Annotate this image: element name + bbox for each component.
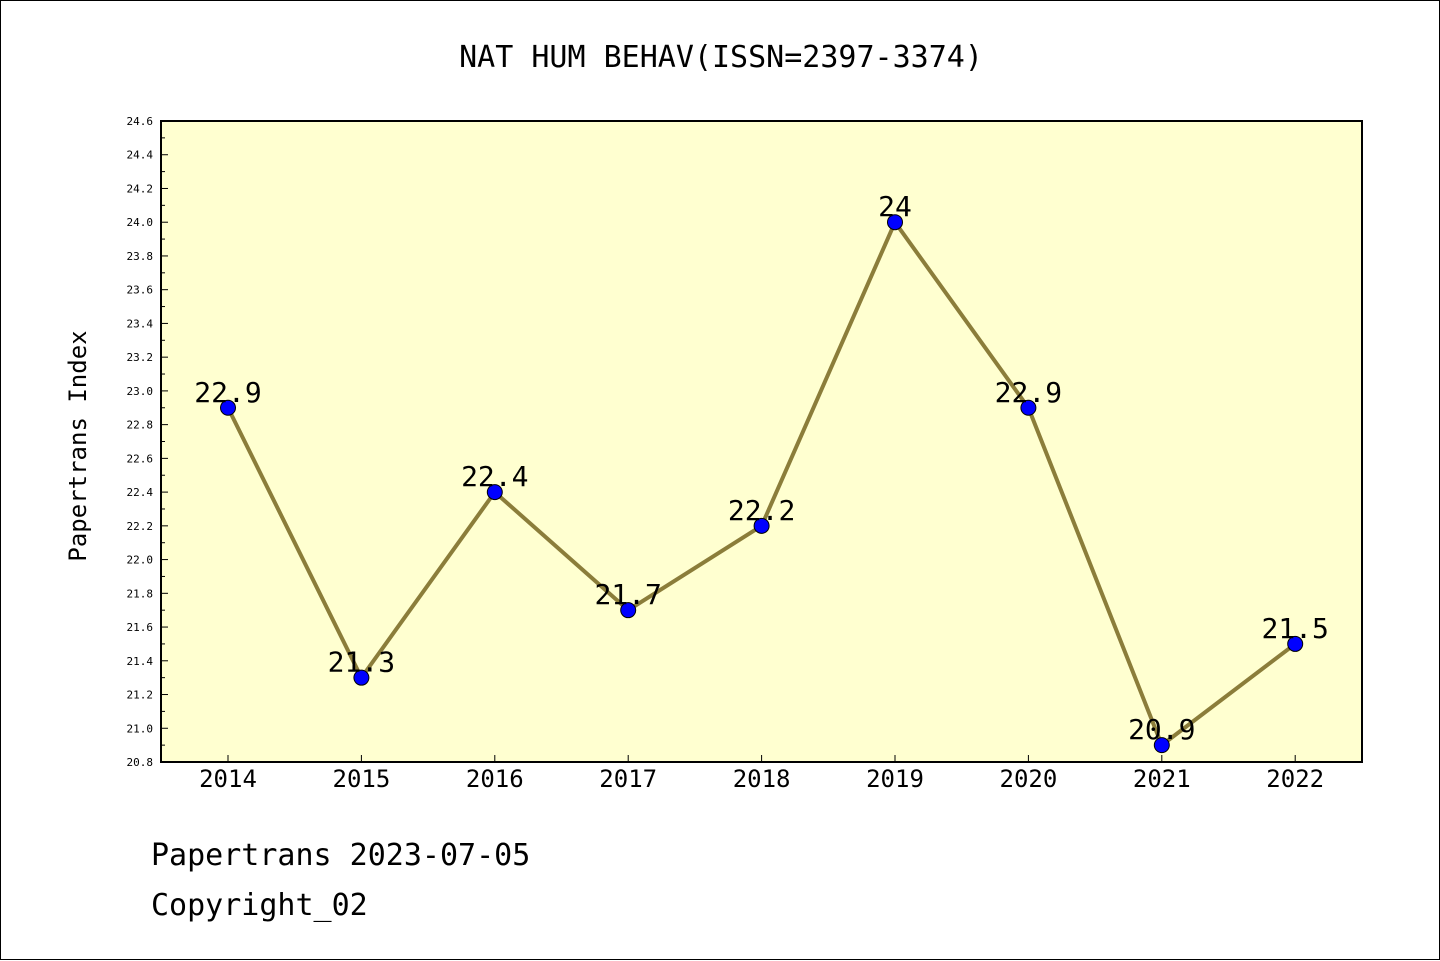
- x-tick-label: 2016: [466, 765, 524, 793]
- data-label-2017: 21.7: [594, 578, 661, 611]
- y-tick-label: 23.0: [127, 385, 154, 398]
- data-point-2020: [1020, 399, 1037, 416]
- x-axis: 2014 2015 2016 2017 2018 2019 2020 2021 2022: [199, 755, 1324, 793]
- data-label-2019: 24: [878, 190, 912, 223]
- y-axis-label: Papertrans Index: [64, 330, 92, 561]
- footer-copyright: Copyright_02: [151, 888, 368, 923]
- plot-border: [160, 120, 1363, 763]
- plot-area: [161, 121, 1362, 762]
- data-label-2016: 22.4: [461, 460, 528, 493]
- y-tick-label: 21.6: [127, 621, 154, 634]
- y-tick-label: 21.0: [127, 722, 154, 735]
- y-tick-label: 24.4: [127, 149, 154, 162]
- footer-date: Papertrans 2023-07-05: [151, 838, 530, 873]
- data-label-2020: 22.9: [995, 376, 1062, 409]
- y-tick-label: 23.6: [127, 284, 154, 297]
- y-tick-label: 24.2: [127, 182, 154, 195]
- data-point-2022: [1287, 635, 1304, 652]
- y-tick-label: 22.6: [127, 452, 154, 465]
- x-tick-label: 2022: [1266, 765, 1324, 793]
- data-label-2018: 22.2: [728, 494, 795, 527]
- data-point-2021: [1153, 737, 1170, 754]
- x-tick-label: 2017: [599, 765, 657, 793]
- x-tick-label: 2014: [199, 765, 257, 793]
- data-point-2019: [887, 214, 903, 231]
- data-label-2021: 20.9: [1128, 713, 1195, 746]
- data-point-2014: [220, 399, 236, 416]
- y-tick-label: 24.6: [127, 115, 154, 128]
- y-tick-label: 22.4: [127, 486, 154, 499]
- data-point-2016: [486, 484, 503, 501]
- y-tick-label: 21.8: [127, 587, 154, 600]
- data-label-2014: 22.9: [194, 376, 261, 409]
- x-tick-label: 2019: [866, 765, 924, 793]
- data-point-2015: [353, 669, 370, 686]
- y-tick-label: 23.2: [127, 351, 154, 364]
- data-points: [220, 214, 1304, 754]
- y-axis: 20.8 21.0 21.2 21.4 21.6 21.8 22.0 22.2 22.4 22.6…: [127, 115, 168, 769]
- x-tick-label: 2020: [1000, 765, 1058, 793]
- x-tick-label: 2021: [1133, 765, 1191, 793]
- chart-title: NAT HUM BEHAV(ISSN=2397-3374): [459, 40, 983, 75]
- y-tick-label: 22.0: [127, 554, 154, 567]
- y-tick-label: 22.2: [127, 520, 154, 533]
- data-point-2018: [753, 517, 770, 534]
- y-tick-label: 22.8: [127, 419, 154, 432]
- data-label-2015: 21.3: [328, 646, 395, 679]
- data-labels: 22.9 21.3 22.4 21.7 22.2 24 22.9 20.9 21.5: [194, 190, 1329, 746]
- data-label-2022: 21.5: [1261, 612, 1328, 645]
- y-tick-label: 23.4: [127, 317, 154, 330]
- y-tick-label: 21.4: [127, 655, 154, 668]
- x-tick-label: 2015: [333, 765, 391, 793]
- y-tick-label: 24.0: [127, 216, 154, 229]
- y-tick-label: 23.8: [127, 250, 154, 263]
- x-tick-label: 2018: [733, 765, 791, 793]
- y-tick-label: 20.8: [127, 756, 154, 769]
- data-point-2017: [620, 602, 637, 619]
- y-tick-label: 21.2: [127, 689, 154, 702]
